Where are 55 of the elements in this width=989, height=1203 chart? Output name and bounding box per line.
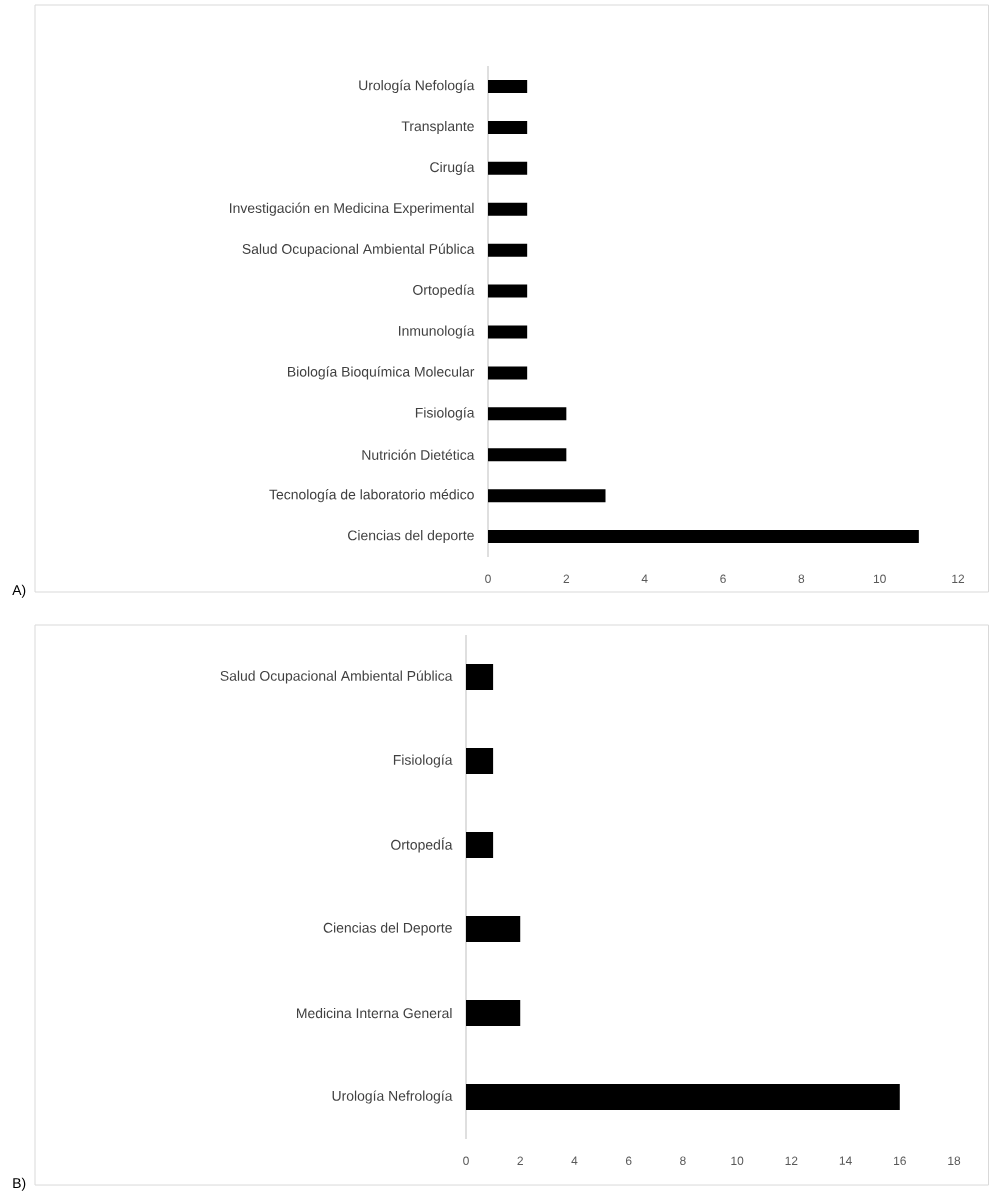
y-tick-label: Cirugía xyxy=(430,161,475,175)
y-tick-label: Nutrición Dietética xyxy=(362,449,475,460)
x-tick-label: 2 xyxy=(563,574,570,583)
x-tick-label: 6 xyxy=(720,574,726,583)
x-tick-label: 2 xyxy=(517,1156,523,1165)
bar xyxy=(466,748,494,775)
y-tick-label: OrtopedÍa xyxy=(391,837,453,853)
x-tick-label: 0 xyxy=(463,1156,469,1165)
bar xyxy=(466,916,521,943)
bar xyxy=(488,448,567,462)
bar xyxy=(488,325,528,339)
bar xyxy=(488,243,528,257)
y-tick-label: Transplante xyxy=(401,120,474,134)
bar xyxy=(488,202,528,216)
bar xyxy=(488,366,528,380)
bar xyxy=(488,530,919,544)
text: B) xyxy=(13,1177,26,1191)
x-tick-label: 4 xyxy=(641,574,648,583)
x-tick-label: 8 xyxy=(680,1156,686,1165)
bar xyxy=(488,79,528,93)
y-tick-label: Ciencias del Deporte xyxy=(323,922,452,936)
x-tick-label: 10 xyxy=(873,574,886,583)
x-tick-label: 12 xyxy=(952,574,965,583)
y-tick-label: Ortopedía xyxy=(413,284,475,298)
bar xyxy=(488,489,606,503)
y-tick-label: Fisiología xyxy=(415,407,475,421)
x-tick-label: 4 xyxy=(571,1156,578,1165)
bar xyxy=(466,664,494,691)
x-tick-label: 6 xyxy=(625,1156,632,1165)
x-tick-label: 10 xyxy=(731,1156,744,1165)
bar xyxy=(466,832,494,859)
bar xyxy=(488,284,528,298)
y-tick-label: Ciencias del deporte xyxy=(348,530,474,544)
text: A) xyxy=(12,584,26,598)
y-tick-label: Tecnología de laboratorio médico xyxy=(269,489,474,503)
x-tick-label: 16 xyxy=(894,1156,906,1165)
bar xyxy=(488,120,528,134)
bar xyxy=(466,1000,521,1027)
bar xyxy=(488,407,567,421)
bar xyxy=(488,161,528,175)
y-tick-label: Biología Bioquímica Molecular xyxy=(288,366,475,380)
x-tick-label: 8 xyxy=(798,574,805,583)
y-tick-label: Salud Ocupacional Ambiental Pública xyxy=(220,670,453,684)
bar xyxy=(466,1084,900,1111)
x-tick-label: 0 xyxy=(485,574,491,583)
y-tick-label: Inmunología xyxy=(399,325,475,339)
y-tick-label: Salud Ocupacional Ambiental Pública xyxy=(242,243,475,257)
y-tick-label: Urología Nefología xyxy=(359,79,475,94)
y-tick-label: Fisiología xyxy=(393,754,453,768)
y-tick-label: Medicina Interna General xyxy=(297,1007,452,1019)
x-tick-label: 18 xyxy=(948,1156,961,1165)
x-tick-label: 12 xyxy=(785,1156,798,1165)
x-tick-label: 14 xyxy=(839,1156,852,1165)
y-tick-label: Urología Nefrología xyxy=(332,1090,453,1104)
y-tick-label: Investigación en Medicina Experimental xyxy=(229,202,474,216)
